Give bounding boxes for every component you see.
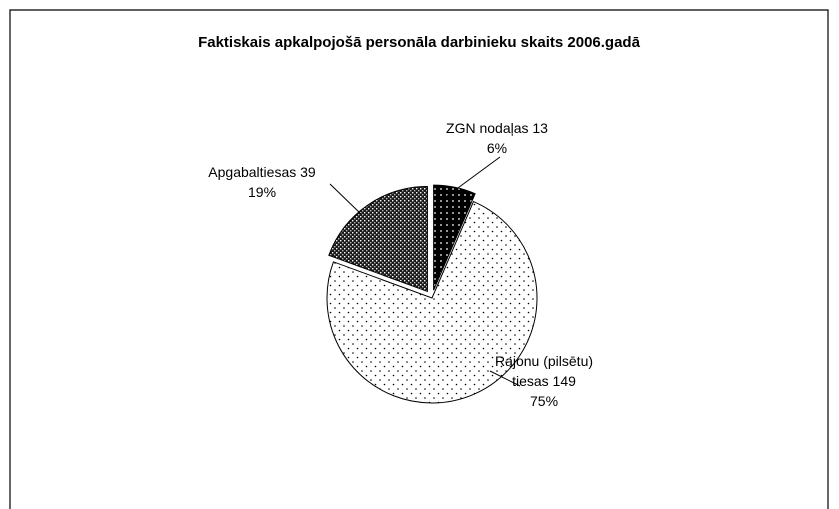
- category: Rajonu (pilsētu) tiesas: [494, 353, 594, 389]
- value: 13: [532, 120, 548, 136]
- chart-frame: [9, 9, 829, 509]
- percent-sign: %: [263, 184, 277, 200]
- value: 149: [552, 373, 576, 389]
- percent: 19: [247, 184, 264, 200]
- percent: 6: [486, 140, 495, 156]
- pie-slice: [328, 185, 428, 293]
- slice-label: Apgabaltiesas 39 19%: [182, 162, 342, 202]
- leader-line: [489, 370, 521, 387]
- leader-line: [329, 183, 362, 215]
- slice-label: Rajonu (pilsētu) tiesas 149 75%: [484, 351, 604, 411]
- percent-sign: %: [545, 393, 559, 409]
- chart-title: Faktiskais apkalpojošā personāla darbini…: [198, 34, 640, 51]
- category: ZGN nodaļas: [446, 120, 529, 136]
- leader-line: [446, 156, 501, 197]
- slice-label: ZGN nodaļas 13 6%: [427, 118, 567, 158]
- pie-slice: [433, 184, 476, 291]
- value: 39: [300, 164, 316, 180]
- pie-slice: [326, 200, 538, 404]
- percent-sign: %: [494, 140, 508, 156]
- percent: 75: [529, 393, 546, 409]
- category: Apgabaltiesas: [208, 164, 297, 180]
